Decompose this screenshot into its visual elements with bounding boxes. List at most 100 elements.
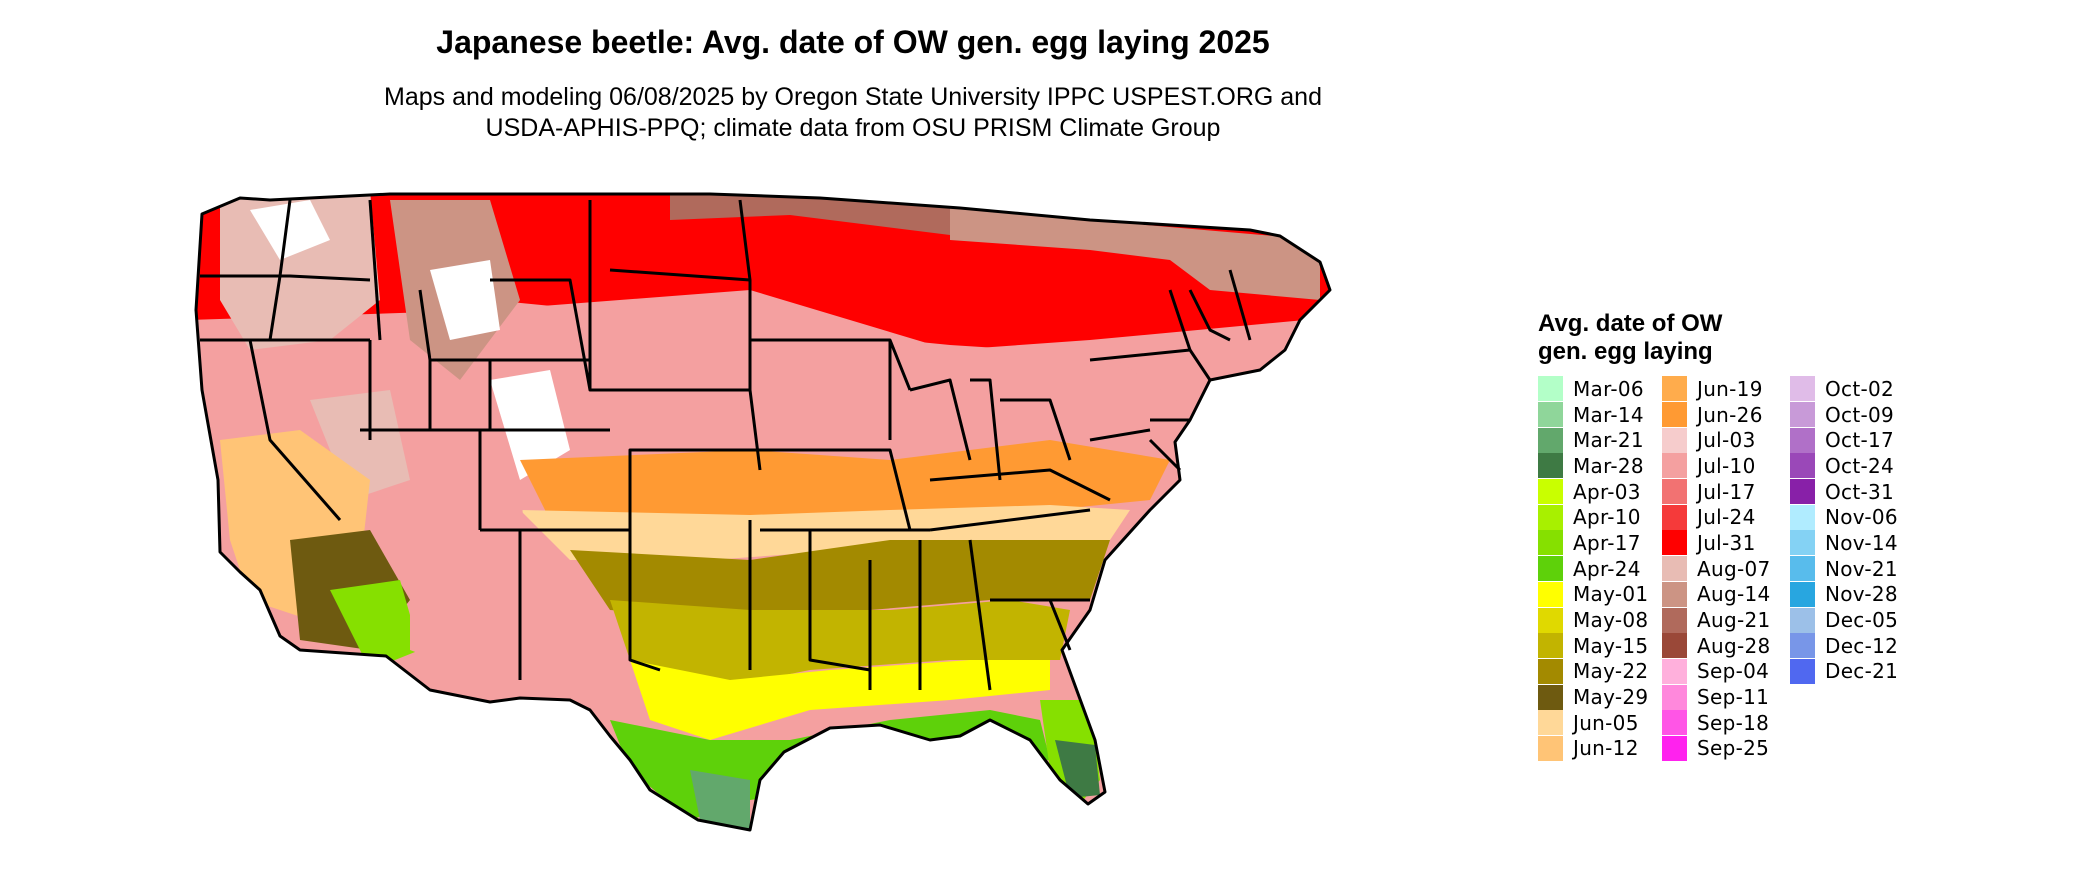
- legend-swatch: [1790, 556, 1815, 582]
- legend-item: Nov-14: [1790, 530, 1898, 556]
- legend-label: Jul-03: [1697, 428, 1756, 453]
- legend-item: Nov-06: [1790, 504, 1898, 530]
- state-borders: [194, 192, 1332, 832]
- legend: Avg. date of OW gen. egg laying Mar-06 Ma…: [1538, 310, 2008, 896]
- legend-item: Mar-28: [1538, 453, 1648, 479]
- legend-label: Jun-05: [1573, 710, 1639, 735]
- legend-label: Aug-07: [1697, 556, 1771, 581]
- legend-item: Oct-24: [1790, 453, 1898, 479]
- legend-label: Mar-28: [1573, 453, 1644, 478]
- legend-swatch: [1538, 504, 1563, 530]
- legend-label: Apr-03: [1573, 479, 1641, 504]
- legend-swatch: [1538, 376, 1563, 402]
- legend-label: Aug-21: [1697, 608, 1771, 633]
- legend-swatch: [1538, 607, 1563, 633]
- legend-item: Aug-14: [1662, 581, 1771, 608]
- legend-item: Jun-12: [1538, 735, 1648, 762]
- legend-swatch: [1538, 735, 1563, 761]
- legend-item: Jul-03: [1662, 427, 1771, 453]
- legend-label: Dec-05: [1825, 608, 1899, 633]
- legend-item: Nov-21: [1790, 556, 1898, 582]
- legend-label: Nov-28: [1825, 582, 1898, 607]
- legend-swatch: [1538, 658, 1563, 684]
- legend-swatch: [1538, 453, 1563, 479]
- legend-item: Jul-17: [1662, 479, 1771, 505]
- legend-item: Jul-10: [1662, 453, 1771, 479]
- legend-label: Nov-21: [1825, 556, 1898, 581]
- legend-title: Avg. date of OW gen. egg laying: [1538, 310, 2008, 366]
- legend-column: Jun-19 Jun-26 Jul-03 Jul-10 Jul-17 Jul-24 Jul-…: [1662, 376, 1771, 761]
- legend-swatch: [1662, 658, 1687, 684]
- legend-item: Aug-28: [1662, 633, 1771, 659]
- map-title: Japanese beetle: Avg. date of OW gen. eg…: [436, 24, 1270, 60]
- legend-label: Apr-17: [1573, 530, 1641, 555]
- legend-label: Jun-12: [1573, 736, 1639, 761]
- subtitle-line-1: Maps and modeling 06/08/2025 by Oregon S…: [384, 83, 1322, 111]
- legend-label: Sep-18: [1697, 710, 1770, 735]
- legend-item: Aug-21: [1662, 607, 1771, 633]
- legend-label: Mar-06: [1573, 376, 1644, 401]
- legend-item: Oct-09: [1790, 402, 1898, 428]
- legend-label: May-22: [1573, 659, 1649, 684]
- legend-label: Aug-14: [1697, 582, 1771, 607]
- legend-swatch: [1790, 376, 1815, 402]
- legend-label: Jul-24: [1697, 505, 1756, 530]
- legend-swatch: [1662, 376, 1687, 402]
- legend-swatch: [1662, 453, 1687, 479]
- legend-swatch: [1538, 402, 1563, 428]
- legend-label: Sep-11: [1697, 685, 1770, 710]
- legend-swatch: [1662, 427, 1687, 453]
- legend-label: Dec-12: [1825, 633, 1899, 658]
- legend-label: Sep-25: [1697, 736, 1770, 761]
- legend-swatch: [1662, 607, 1687, 633]
- subtitle-line-2: USDA-APHIS-PPQ; climate data from OSU PR…: [485, 114, 1221, 142]
- legend-item: Mar-14: [1538, 402, 1648, 428]
- legend-label: Oct-09: [1825, 402, 1895, 427]
- legend-item: Sep-04: [1662, 658, 1771, 685]
- legend-swatch: [1538, 633, 1563, 659]
- legend-label: Jul-17: [1697, 479, 1756, 504]
- legend-label: Oct-31: [1825, 479, 1895, 504]
- legend-item: Apr-03: [1538, 479, 1648, 505]
- legend-label: Aug-28: [1697, 633, 1771, 658]
- legend-swatch: [1790, 402, 1815, 428]
- legend-label: May-29: [1573, 685, 1649, 710]
- legend-item: Oct-31: [1790, 479, 1898, 505]
- legend-title-line-1: Avg. date of OW: [1538, 310, 1723, 337]
- legend-item: Apr-17: [1538, 530, 1648, 556]
- legend-item: May-01: [1538, 581, 1649, 608]
- temperature-zones: [196, 194, 1330, 830]
- legend-swatch: [1662, 402, 1687, 428]
- legend-swatch: [1790, 530, 1815, 556]
- legend-swatch: [1538, 427, 1563, 453]
- legend-item: Dec-05: [1790, 607, 1898, 633]
- legend-swatch: [1662, 530, 1687, 556]
- map-subtitle: Maps and modeling 06/08/2025 by Oregon S…: [300, 82, 1406, 144]
- legend-item: Apr-10: [1538, 504, 1648, 530]
- legend-label: Nov-06: [1825, 505, 1898, 530]
- us-outline: [194, 192, 1332, 832]
- legend-column: Mar-06 Mar-14 Mar-21 Mar-28 Apr-03 Apr-10 Apr-…: [1538, 376, 1648, 761]
- legend-item: Aug-07: [1662, 556, 1771, 582]
- legend-item: Sep-11: [1662, 684, 1771, 710]
- legend-item: Sep-25: [1662, 735, 1771, 762]
- legend-label: Mar-14: [1573, 402, 1644, 427]
- legend-label: Mar-21: [1573, 428, 1644, 453]
- legend-label: Oct-17: [1825, 428, 1895, 453]
- legend-swatch: [1662, 479, 1687, 505]
- legend-item: Dec-12: [1790, 633, 1898, 659]
- legend-label: May-01: [1573, 582, 1649, 607]
- legend-swatch: [1790, 504, 1815, 530]
- legend-label: Jul-31: [1697, 530, 1756, 555]
- legend-swatch: [1662, 684, 1687, 710]
- legend-item: Jun-26: [1662, 402, 1771, 428]
- legend-swatch: [1538, 479, 1563, 505]
- legend-swatch: [1790, 479, 1815, 505]
- legend-swatch: [1790, 453, 1815, 479]
- legend-label: Apr-10: [1573, 505, 1641, 530]
- legend-swatch: [1790, 581, 1815, 607]
- legend-swatch: [1662, 556, 1687, 582]
- legend-title-line-2: gen. egg laying: [1538, 338, 1713, 365]
- legend-swatch: [1790, 427, 1815, 453]
- legend-swatch: [1790, 607, 1815, 633]
